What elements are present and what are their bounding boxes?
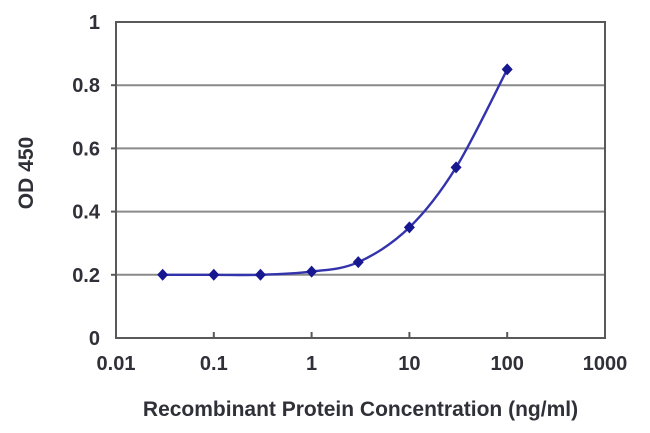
data-point-marker [450,161,462,174]
y-tick-label: 0 [89,328,100,350]
data-point-marker [352,256,364,269]
x-axis-title: Recombinant Protein Concentration (ng/ml… [142,398,579,421]
y-tick-label: 0.2 [72,265,100,287]
data-point-marker [306,265,318,278]
y-tick-label: 0.6 [72,138,100,160]
x-tick-label: 1000 [583,353,628,375]
data-point-marker [254,268,266,281]
y-tick-label: 1 [89,12,100,34]
y-tick-label: 0.4 [72,202,101,224]
x-tick-label: 100 [491,353,524,375]
y-tick-label: 0.8 [72,75,100,97]
x-tick-label: 0.01 [97,353,136,375]
x-tick-label: 0.1 [200,353,228,375]
data-point-marker [501,63,513,76]
x-tick-label: 10 [398,353,420,375]
x-tick-label: 1 [306,353,317,375]
data-point-marker [157,268,169,281]
data-point-marker [208,268,220,281]
plot-frame [115,21,606,339]
data-point-marker [403,221,415,234]
y-axis-title: OD 450 [15,136,38,210]
